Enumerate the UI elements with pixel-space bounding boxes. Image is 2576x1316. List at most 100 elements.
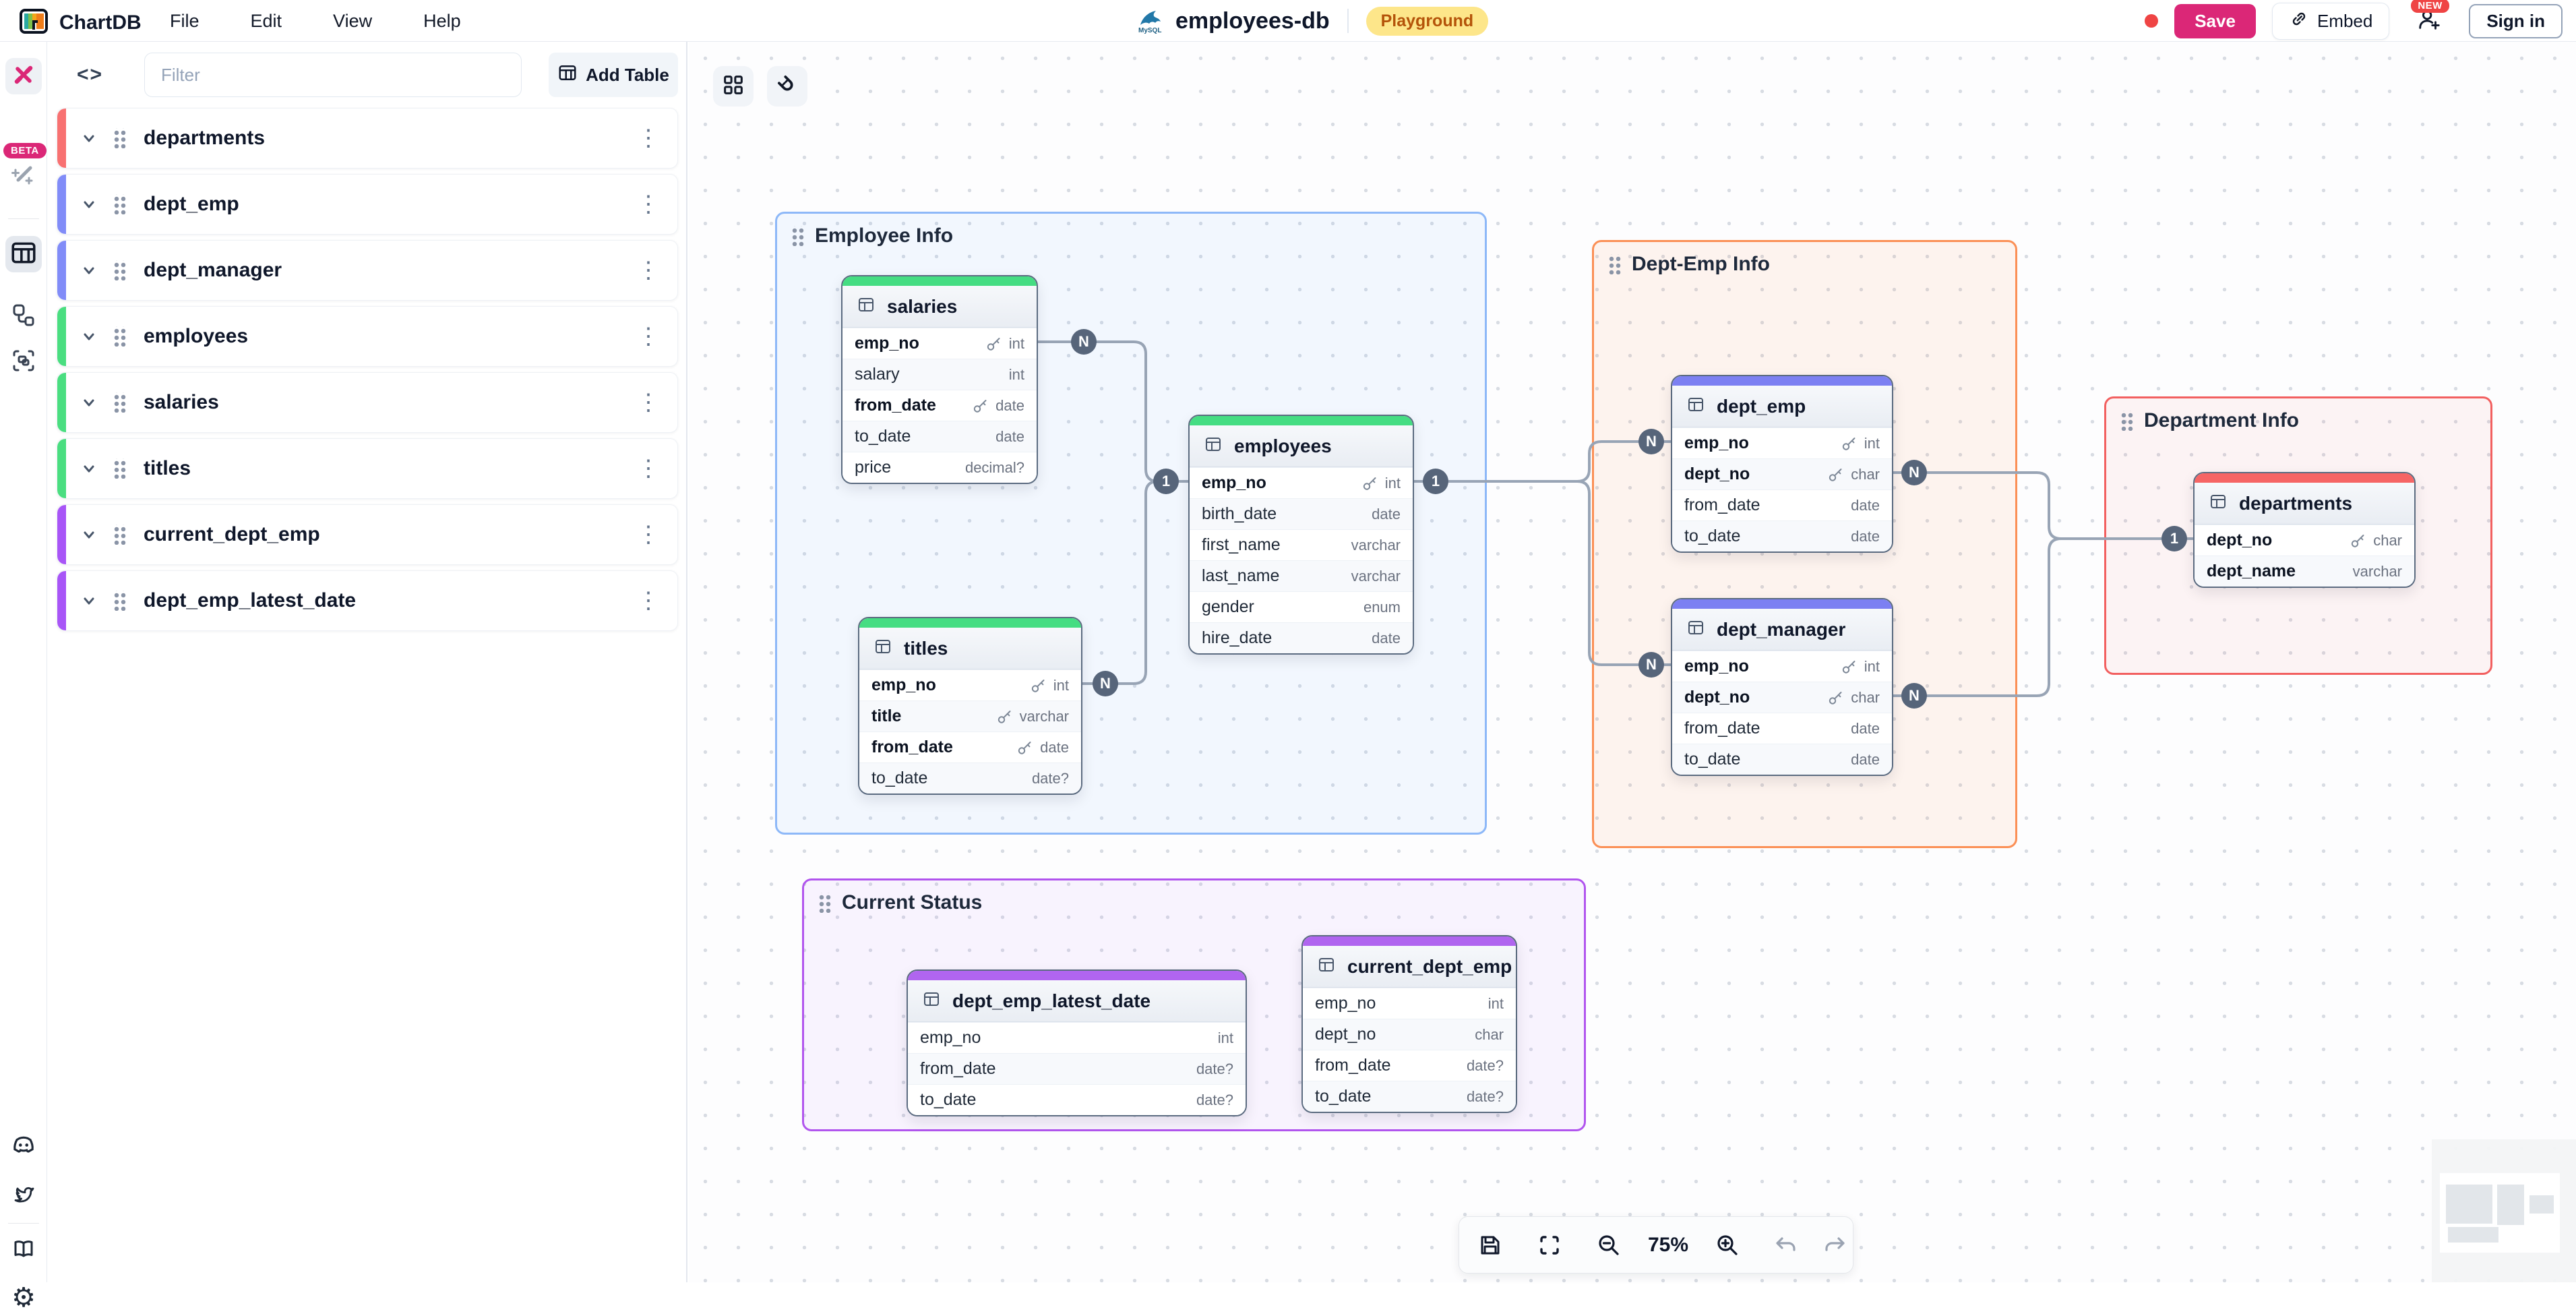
snap-magnet-button[interactable] [767, 66, 807, 107]
docs-button[interactable] [5, 1232, 42, 1269]
table-header[interactable]: departments [2195, 483, 2414, 525]
chevron-down-icon[interactable] [80, 526, 98, 543]
table-row-dept-emp-latest-date[interactable]: dept_emp_latest_date ⋮ [57, 570, 678, 631]
drag-handle[interactable] [1607, 254, 1621, 274]
drag-handle[interactable] [113, 326, 126, 347]
table-header[interactable]: dept_emp [1672, 386, 1892, 427]
table-header[interactable]: employees [1190, 425, 1413, 467]
add-table-button[interactable]: Add Table [549, 53, 678, 97]
menu-edit[interactable]: Edit [244, 7, 289, 36]
database-name[interactable]: employees-db [1175, 8, 1330, 34]
zoom-level[interactable]: 75% [1638, 1234, 1698, 1257]
redo-button[interactable] [1816, 1228, 1851, 1263]
table-row-titles[interactable]: titles ⋮ [57, 438, 678, 499]
kebab-menu-icon[interactable]: ⋮ [629, 391, 668, 414]
undo-button[interactable] [1769, 1228, 1804, 1263]
drag-handle[interactable] [2120, 411, 2133, 431]
drag-handle[interactable] [791, 226, 804, 246]
drag-handle[interactable] [113, 128, 126, 148]
table-row-current-dept-emp[interactable]: current_dept_emp ⋮ [57, 504, 678, 565]
save-diagram-button[interactable] [1473, 1228, 1508, 1263]
chevron-down-icon[interactable] [80, 262, 98, 279]
chevron-down-icon[interactable] [80, 460, 98, 477]
chevron-down-icon[interactable] [80, 592, 98, 609]
areas-tab-button[interactable] [5, 344, 42, 380]
drag-handle[interactable] [113, 591, 126, 611]
layout-grid-button[interactable] [713, 66, 754, 107]
minimap[interactable] [2432, 1139, 2576, 1282]
save-button[interactable]: Save [2174, 4, 2256, 38]
chevron-down-icon[interactable] [80, 394, 98, 411]
menu-view[interactable]: View [326, 7, 379, 36]
chevron-down-icon[interactable] [80, 129, 98, 147]
drag-handle[interactable] [113, 458, 126, 479]
chevron-down-icon[interactable] [80, 196, 98, 213]
kebab-menu-icon[interactable]: ⋮ [629, 127, 668, 150]
drag-handle[interactable] [113, 260, 126, 280]
invite-user-button[interactable]: NEW [2405, 0, 2453, 42]
discord-button[interactable] [5, 1129, 42, 1165]
drag-handle[interactable] [113, 525, 126, 545]
twitter-button[interactable] [5, 1177, 42, 1214]
kebab-menu-icon[interactable]: ⋮ [629, 589, 668, 612]
table-row-employees[interactable]: employees ⋮ [57, 306, 678, 367]
filter-input[interactable] [144, 53, 522, 97]
table-header[interactable]: dept_manager [1672, 609, 1892, 651]
kebab-menu-icon[interactable]: ⋮ [629, 193, 668, 216]
chevron-down-icon[interactable] [80, 328, 98, 345]
fit-view-button[interactable] [1532, 1228, 1567, 1263]
relationships-tab-button[interactable] [5, 298, 42, 334]
kebab-menu-icon[interactable]: ⋮ [629, 325, 668, 348]
magic-wand-button[interactable] [5, 158, 42, 194]
table-row-departments[interactable]: departments ⋮ [57, 108, 678, 169]
menu-help[interactable]: Help [417, 7, 468, 36]
table-row-dept-emp[interactable]: dept_emp ⋮ [57, 174, 678, 235]
table-header[interactable]: salaries [842, 286, 1037, 328]
drag-handle[interactable] [113, 392, 126, 413]
table-row-salaries[interactable]: salaries ⋮ [57, 372, 678, 433]
editor-tools-button[interactable] [5, 58, 42, 94]
zoom-out-button[interactable] [1591, 1228, 1626, 1263]
tables-tab-button[interactable] [5, 236, 42, 272]
settings-button[interactable]: ⚙ [5, 1280, 42, 1316]
sign-in-button[interactable]: Sign in [2469, 4, 2563, 38]
embed-button[interactable]: Embed [2272, 3, 2389, 40]
